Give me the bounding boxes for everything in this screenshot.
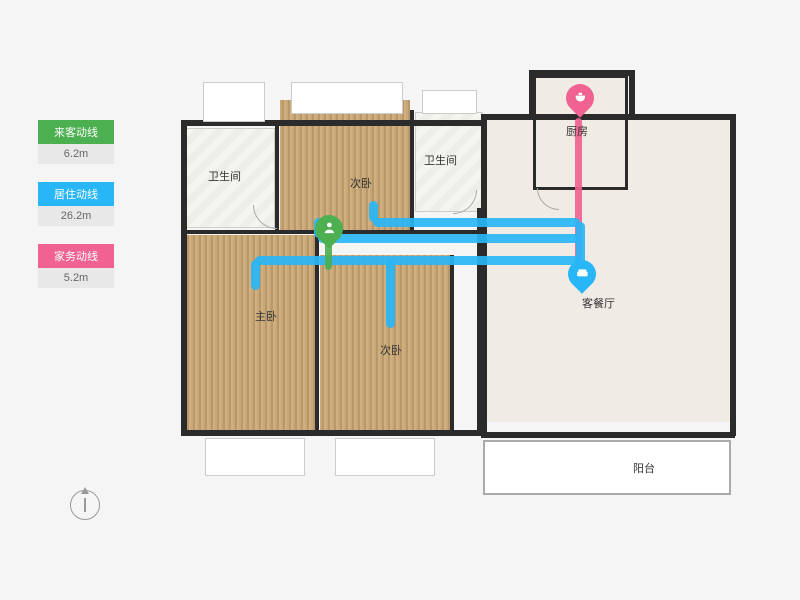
wall — [450, 255, 454, 433]
path — [251, 260, 260, 290]
room-label: 主卧 — [255, 308, 277, 324]
legend-value: 26.2m — [38, 206, 114, 226]
path — [386, 260, 395, 328]
wall — [481, 432, 735, 438]
floorplan-canvas: 次卧主卧次卧卫生间卫生间厨房客餐厅阳台 — [185, 60, 741, 540]
room-label: 厨房 — [566, 123, 588, 139]
legend-item-living: 居住动线 26.2m — [38, 182, 114, 226]
path — [373, 218, 580, 227]
room-balcony — [483, 440, 731, 495]
legend-label: 居住动线 — [38, 182, 114, 206]
window — [422, 90, 477, 114]
wall — [529, 70, 635, 76]
room-label: 卫生间 — [208, 168, 241, 184]
wall — [315, 235, 319, 435]
wall — [529, 70, 535, 120]
wall — [730, 114, 736, 436]
path — [318, 234, 580, 243]
legend-item-housework: 家务动线 5.2m — [38, 244, 114, 288]
wall — [181, 430, 481, 436]
marker-person-icon — [315, 215, 343, 251]
marker-pot-icon — [566, 84, 594, 120]
wall — [410, 110, 414, 230]
compass-icon — [70, 490, 100, 520]
legend-value: 6.2m — [38, 144, 114, 164]
room-label: 客餐厅 — [582, 295, 615, 311]
legend-label: 家务动线 — [38, 244, 114, 268]
window — [335, 438, 435, 476]
legend-panel: 来客动线 6.2m 居住动线 26.2m 家务动线 5.2m — [38, 120, 114, 306]
wall — [181, 120, 187, 435]
legend-value: 5.2m — [38, 268, 114, 288]
room-label: 次卧 — [380, 342, 402, 358]
room-label: 阳台 — [633, 460, 655, 476]
wall — [481, 114, 487, 436]
legend-label: 来客动线 — [38, 120, 114, 144]
window — [205, 438, 305, 476]
legend-item-guest: 来客动线 6.2m — [38, 120, 114, 164]
wall — [481, 114, 735, 120]
window — [291, 82, 403, 114]
wall — [629, 70, 635, 120]
window — [203, 82, 265, 122]
marker-sofa-icon — [568, 260, 596, 296]
room-label: 次卧 — [350, 175, 372, 191]
path — [369, 201, 378, 222]
path — [255, 256, 580, 265]
room-label: 卫生间 — [424, 152, 457, 168]
